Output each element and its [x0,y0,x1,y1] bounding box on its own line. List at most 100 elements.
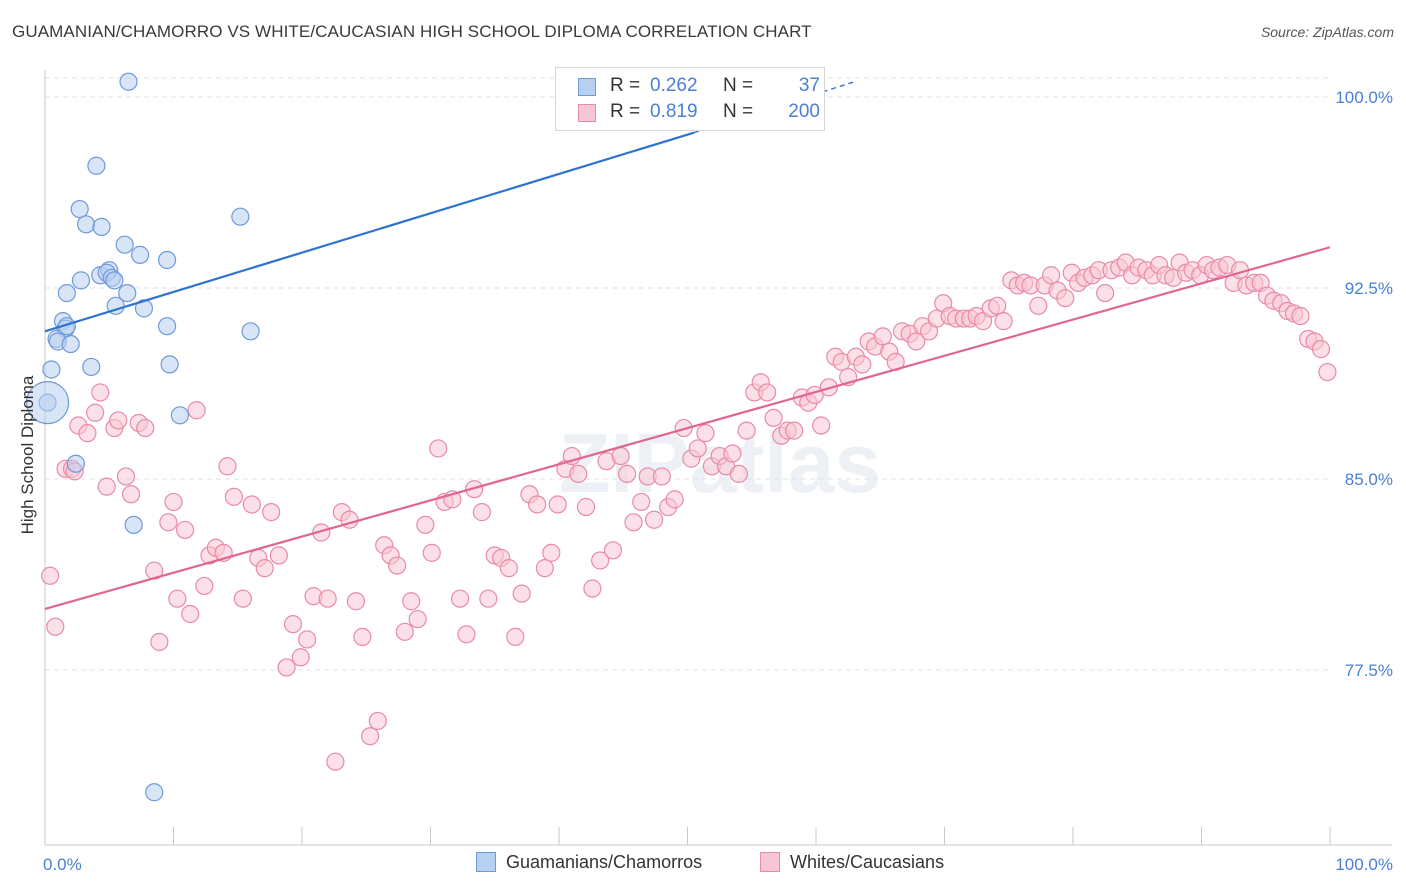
x-tick-label: 100.0% [1335,855,1393,874]
r-label: R = [610,75,641,96]
axis-layer [44,70,1392,846]
white-point [873,327,892,346]
white-point [429,439,448,458]
n-label: N = [723,75,754,96]
guamanian-point [160,355,179,374]
white-point [499,559,518,578]
white-point [665,490,684,509]
guamanian-point [70,199,89,219]
white-point [785,421,804,440]
white-point [472,503,491,522]
white-point [168,589,187,608]
white-point [175,520,195,540]
x-tick-label: 0.0% [43,855,82,874]
guamanian-point [77,215,96,234]
guamanian-point [241,322,260,341]
white-point [346,592,366,611]
white-point [353,627,372,646]
white-point [618,464,637,484]
white-point [416,515,435,534]
white-point [853,355,872,374]
n-value: 200 [788,101,820,122]
guamanian-trend-line [44,131,695,333]
guamanian-point [157,317,177,336]
blue-swatch [578,78,596,96]
white-point [994,312,1013,331]
y-tick-label: 85.0% [1345,470,1393,489]
guamanian-point [157,250,177,270]
white-point [86,403,105,422]
pink-swatch [578,104,596,122]
legend-label: Guamanians/Chamorros [506,852,703,872]
white-point [255,559,274,578]
white-point [1056,289,1075,308]
white-point [218,457,237,476]
white-point [291,648,310,667]
guamanian-point [71,271,91,290]
white-point [318,589,337,608]
legend-item-whites[interactable]: Whites/Caucasians [760,852,944,873]
legend-label: Whites/Caucasians [790,852,945,872]
blue-swatch [476,852,496,872]
white-point [988,296,1007,315]
white-point [506,627,525,646]
y-tick-label: 100.0% [1335,88,1393,107]
white-point [758,383,777,402]
white-point [150,632,169,652]
white-point [528,495,547,514]
white-point [41,566,60,585]
white-point [737,421,756,440]
ticklabel-layer: 77.5% 85.0% 92.5% 100.0% 0.0% 100.0% [43,88,1393,874]
white-point [512,584,531,603]
y-tick-label: 92.5% [1345,279,1393,298]
white-point [242,495,261,514]
white-point [457,625,476,644]
white-point [402,592,421,611]
white-point [233,589,252,608]
white-point [269,546,288,565]
white-point [603,541,623,560]
white-point [368,711,387,731]
white-trend-line [44,246,1331,610]
white-point [91,383,110,402]
white-point [408,609,427,629]
guamanian-point [105,271,124,290]
white-point [644,510,664,529]
white-point [298,630,317,649]
guamanian-point [87,156,106,175]
guamanian-point [170,406,190,425]
points-layer [25,72,1337,802]
stats-legend: R = 0.262 N = 37 R = 0.819 N = 200 [555,67,825,131]
white-point [624,513,643,532]
white-point [262,503,281,522]
y-tick-label: 77.5% [1345,661,1393,680]
white-point [159,513,178,532]
white-point [136,418,155,438]
white-point [812,416,831,435]
white-point [109,411,128,430]
white-point [1029,296,1048,315]
white-point [450,589,470,608]
r-value: 0.819 [650,101,698,122]
white-point [121,485,141,504]
white-point [632,492,651,512]
chart-source: Source: ZipAtlas.com [1260,24,1394,40]
y-axis-label: High School Diploma [18,375,37,534]
white-point [907,332,926,351]
white-point [576,497,596,517]
grid-layer [45,77,1330,671]
white-point [187,401,206,420]
white-point [1096,283,1115,303]
white-point [479,589,498,608]
n-value: 37 [798,75,820,96]
white-point [164,492,183,512]
pink-swatch [760,852,780,872]
guamanian-point [231,207,250,226]
chart-title: GUAMANIAN/CHAMORRO VS WHITE/CAUCASIAN HI… [12,22,812,41]
guamanian-point [118,283,137,303]
white-point [764,408,783,427]
white-point [723,444,742,463]
guamanian-point [42,360,61,379]
legend-item-guamanians[interactable]: Guamanians/Chamorros [476,852,702,873]
white-point [422,543,441,562]
